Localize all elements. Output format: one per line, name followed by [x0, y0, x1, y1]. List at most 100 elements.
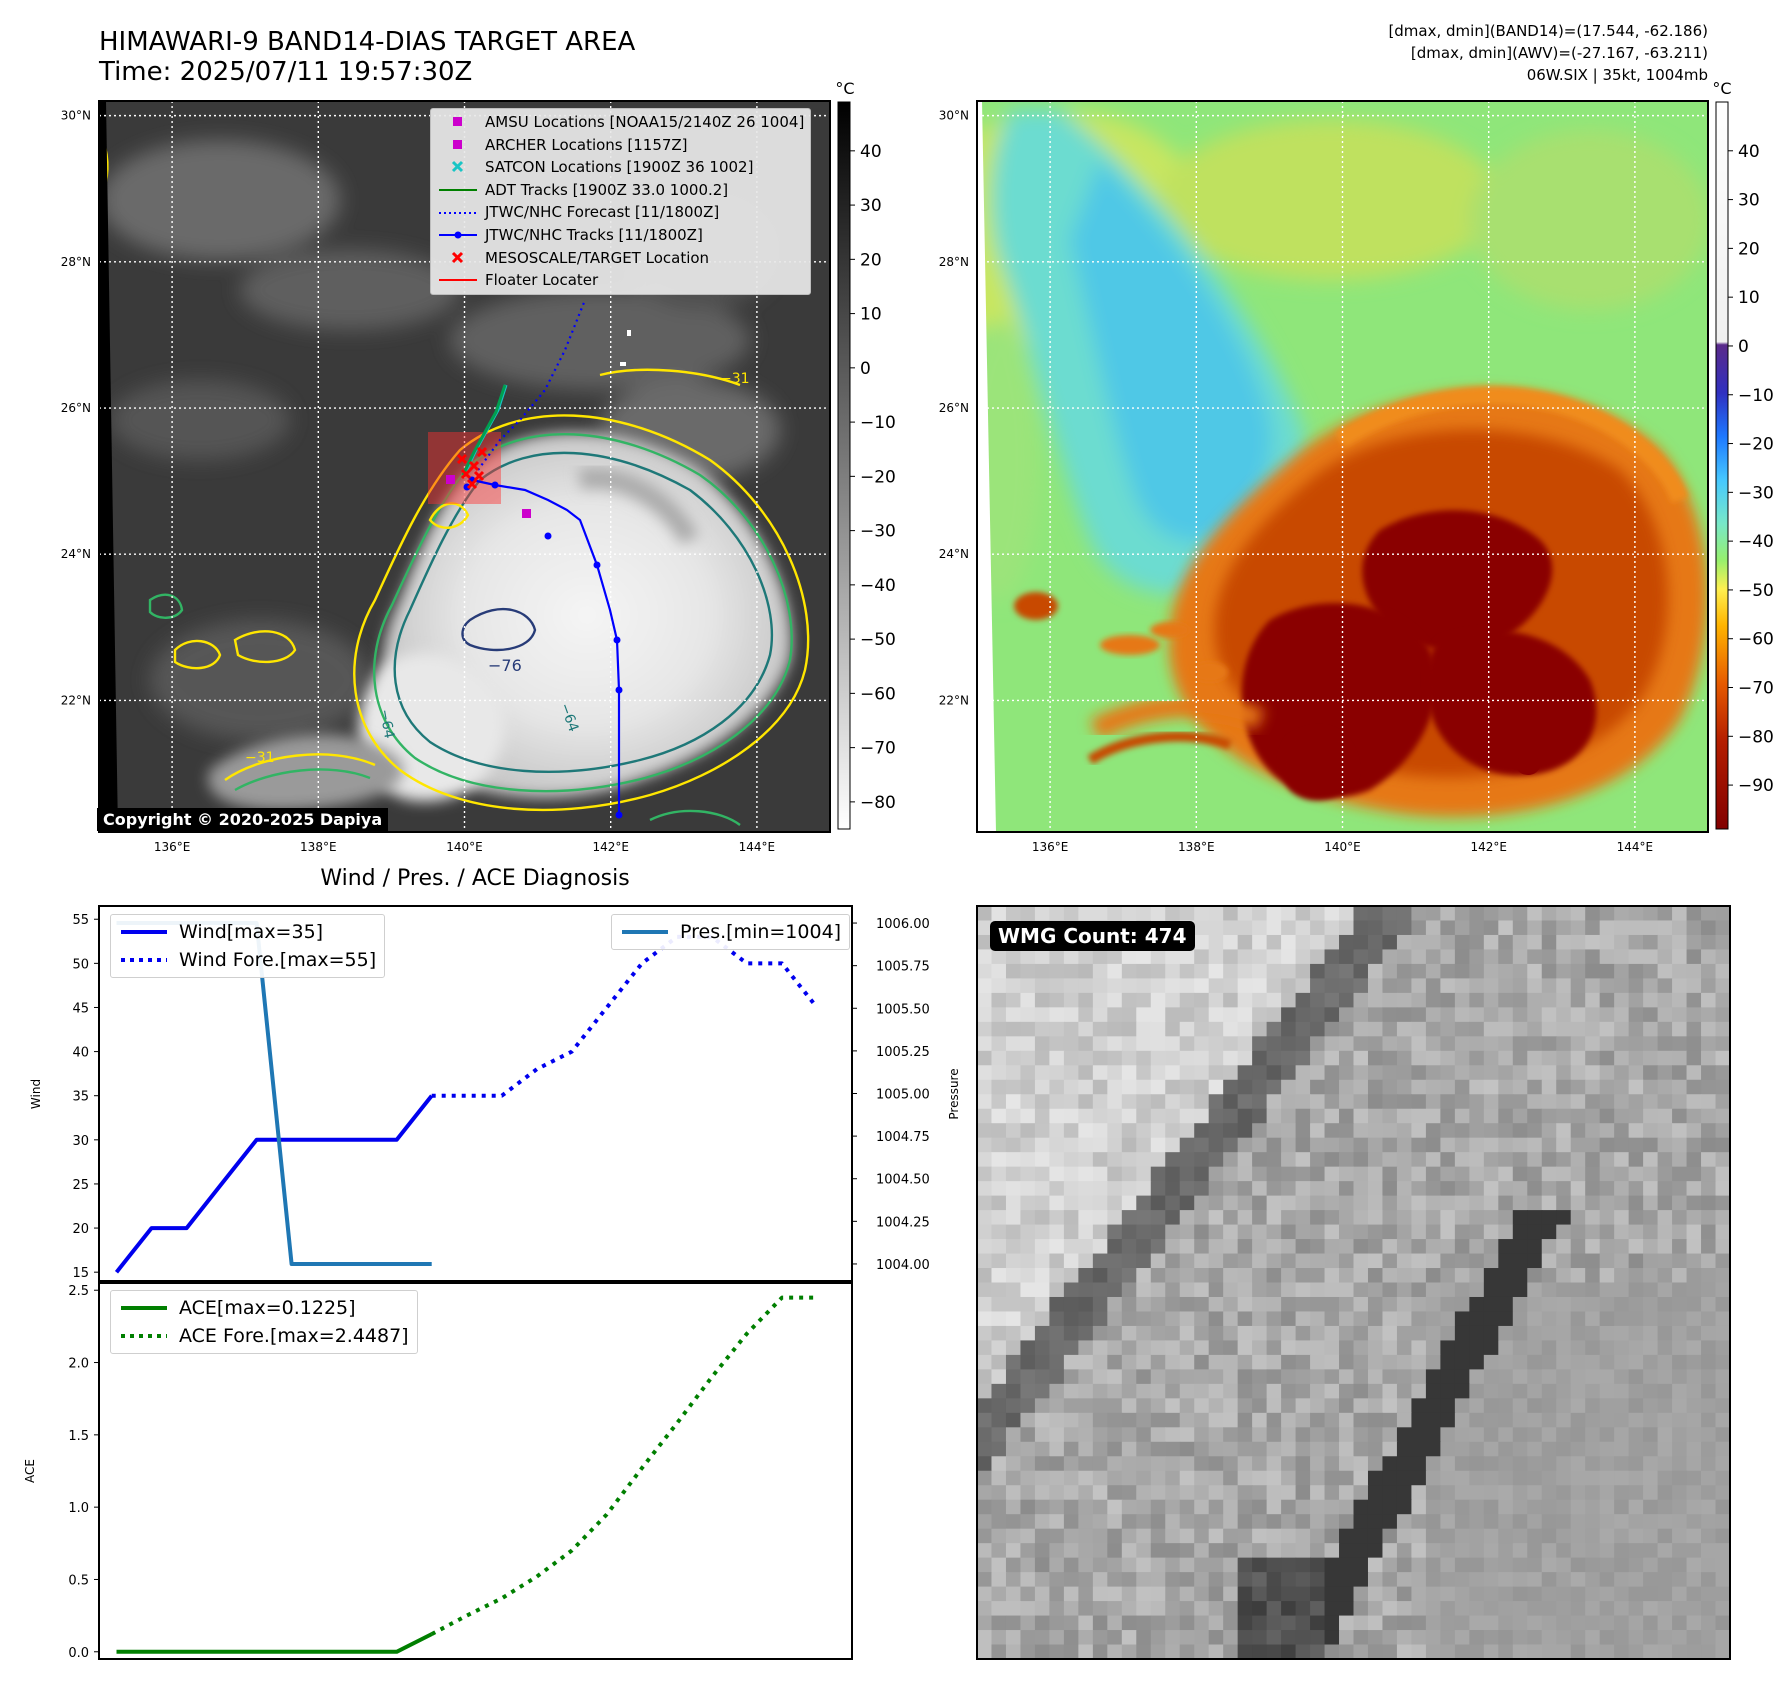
wmg-pixel	[991, 1470, 1007, 1486]
wmg-pixel	[1367, 920, 1384, 936]
wmg-pixel	[1527, 1210, 1543, 1226]
wmg-pixel	[1411, 1296, 1427, 1313]
wmg-pixel	[1628, 1543, 1644, 1559]
wmg-pixel	[1411, 1644, 1427, 1659]
wmg-pixel	[1701, 1282, 1717, 1298]
wmg-pixel	[1049, 1166, 1065, 1182]
wmg-pixel	[1049, 1543, 1065, 1559]
wmg-pixel	[1469, 1224, 1485, 1240]
wmg-pixel	[1599, 1369, 1615, 1385]
wmg-pixel	[1020, 1123, 1036, 1139]
wmg-pixel	[1121, 1268, 1137, 1284]
wmg-pixel	[1498, 1007, 1514, 1023]
wmg-pixel	[1701, 1630, 1717, 1646]
wmg-pixel	[1643, 963, 1659, 979]
wmg-pixel	[1396, 1572, 1413, 1588]
wmg-pixel	[1281, 1123, 1297, 1139]
wmg-pixel	[1527, 1311, 1543, 1327]
wind-legend: Wind[max=35] Wind Fore.[max=55]	[110, 914, 386, 978]
wmg-pixel	[1237, 1586, 1253, 1602]
wmg-pixel	[1310, 1123, 1326, 1139]
wmg-pixel	[1367, 1123, 1384, 1139]
wmg-pixel	[1628, 1195, 1644, 1211]
map-legend-label: ARCHER Locations [1157Z]	[485, 135, 688, 154]
wmg-pixel	[1339, 1340, 1355, 1356]
wmg-pixel	[1310, 1050, 1326, 1066]
wmg-pixel	[1367, 1514, 1384, 1530]
wmg-pixel	[1585, 1398, 1601, 1414]
wmg-pixel	[1223, 963, 1239, 979]
wmg-pixel	[1701, 978, 1717, 994]
wmg-pixel	[1310, 1601, 1326, 1617]
wmg-pixel	[1483, 1282, 1499, 1298]
wmg-pixel	[1512, 1224, 1528, 1240]
wmg-pixel	[1556, 1543, 1572, 1559]
wmg-pixel	[1252, 949, 1268, 965]
wmg-pixel	[1092, 1195, 1108, 1211]
wmg-pixel	[1121, 1123, 1137, 1139]
pressure-axis-tick-label: 1004.25	[876, 1215, 930, 1230]
wmg-pixel	[1585, 1456, 1601, 1472]
wmg-pixel	[1353, 1456, 1369, 1472]
wmg-pixel	[1005, 1528, 1022, 1544]
awv-lat-tick-label: 28°N	[939, 255, 969, 269]
wmg-pixel	[1672, 1557, 1688, 1573]
wmg-pixel	[1194, 1166, 1210, 1182]
wmg-pixel	[1512, 1369, 1528, 1385]
wmg-pixel	[1078, 1137, 1094, 1153]
wmg-pixel	[1208, 1412, 1224, 1428]
wmg-pixel	[1643, 906, 1659, 922]
wmg-pixel	[1527, 992, 1543, 1008]
wmg-pixel	[977, 1572, 993, 1588]
wmg-pixel	[1310, 1079, 1326, 1095]
wmg-pixel	[1020, 1195, 1036, 1211]
wmg-pixel	[1020, 1181, 1036, 1197]
wmg-pixel	[1107, 1166, 1123, 1182]
wmg-pixel	[1324, 1282, 1340, 1298]
wmg-pixel	[1078, 1094, 1094, 1110]
wmg-pixel	[1527, 1065, 1543, 1081]
wmg-pixel	[1541, 1296, 1557, 1313]
wmg-pixel	[1223, 1586, 1239, 1602]
wmg-pixel	[1411, 1007, 1427, 1023]
wmg-pixel	[1324, 934, 1340, 951]
wmg-pixel	[1150, 1615, 1166, 1631]
wmg-pixel	[1063, 1079, 1079, 1095]
wmg-pixel	[1382, 1340, 1398, 1356]
awv-cb-tick-label: 0	[1738, 337, 1749, 357]
wmg-pixel	[1107, 1340, 1123, 1356]
wmg-pixel	[1527, 1050, 1543, 1066]
wmg-pixel	[1454, 1253, 1470, 1269]
wmg-pixel	[1657, 1268, 1673, 1284]
wmg-pixel	[1020, 1253, 1036, 1269]
wmg-pixel	[1179, 1311, 1195, 1327]
wmg-pixel	[1599, 1412, 1615, 1428]
wmg-pixel	[1223, 1499, 1239, 1515]
wmg-pixel	[991, 1499, 1007, 1515]
wmg-pixel	[1483, 1572, 1499, 1588]
pressure-axis-tick-label: 1004.00	[876, 1258, 930, 1273]
wmg-pixel	[1165, 1224, 1181, 1240]
wmg-pixel	[1295, 1282, 1311, 1298]
wmg-pixel	[1469, 1557, 1485, 1573]
wmg-pixel	[1498, 1615, 1514, 1631]
wmg-pixel	[1092, 1007, 1108, 1023]
wmg-pixel	[1208, 1224, 1224, 1240]
wmg-pixel	[1208, 1253, 1224, 1269]
wmg-pixel	[1208, 1325, 1224, 1342]
wmg-pixel	[1628, 1007, 1644, 1023]
wmg-pixel	[1425, 1398, 1441, 1414]
wmg-pixel	[1643, 1644, 1659, 1659]
wmg-pixel	[1396, 1021, 1413, 1037]
wmg-pixel	[1469, 1195, 1485, 1211]
wmg-pixel	[1556, 1456, 1572, 1472]
wmg-pixel	[1396, 1311, 1413, 1327]
wmg-pixel	[1223, 1050, 1239, 1066]
wmg-pixel	[1454, 1108, 1470, 1124]
wmg-pixel	[1672, 1412, 1688, 1428]
map-legend-item: ARCHER Locations [1157Z]	[437, 134, 804, 157]
wmg-pixel	[1063, 1644, 1079, 1659]
wmg-pixel	[1425, 1499, 1441, 1515]
wmg-pixel	[1165, 1427, 1181, 1443]
